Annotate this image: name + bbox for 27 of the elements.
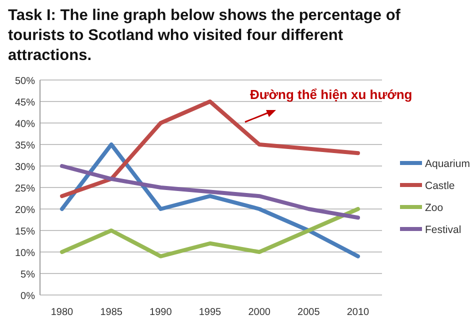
x-tick-label: 2000	[248, 307, 271, 318]
x-tick-label: 1985	[100, 307, 123, 318]
x-tick-label: 1980	[50, 307, 74, 318]
y-tick-label: 10%	[14, 248, 36, 259]
x-tick-label: 2005	[298, 307, 320, 318]
legend-label: Festival	[425, 224, 462, 236]
y-tick-label: 30%	[14, 162, 36, 173]
line-series	[60, 207, 360, 258]
legend-label: Zoo	[425, 202, 444, 214]
y-tick-label: 35%	[14, 140, 36, 152]
y-tick-label: 15%	[14, 226, 36, 238]
legend-label: Aquarium	[425, 158, 470, 170]
y-tick-label: 0%	[20, 291, 36, 302]
annotation: Đường thể hiện xu hướng	[250, 87, 412, 102]
y-tick-label: 45%	[14, 98, 36, 108]
chart-title: Task I: The line graph below shows the percentage of tourists to Scotland who visited four different attractions.	[8, 7, 402, 64]
legend-label: Castle	[425, 180, 455, 192]
y-tick-label: 50%	[14, 76, 36, 87]
y-tick-label: 5%	[20, 270, 36, 280]
x-tick-label: 1995	[198, 307, 222, 318]
y-tick-label: 20%	[14, 205, 36, 216]
y-tick-label: 25%	[14, 184, 36, 194]
x-tick-label: 1990	[150, 307, 172, 318]
x-tick-label: 2010	[346, 307, 370, 318]
y-tick-label: 40%	[14, 119, 36, 130]
line-series	[60, 142, 360, 258]
line-series	[60, 164, 360, 220]
